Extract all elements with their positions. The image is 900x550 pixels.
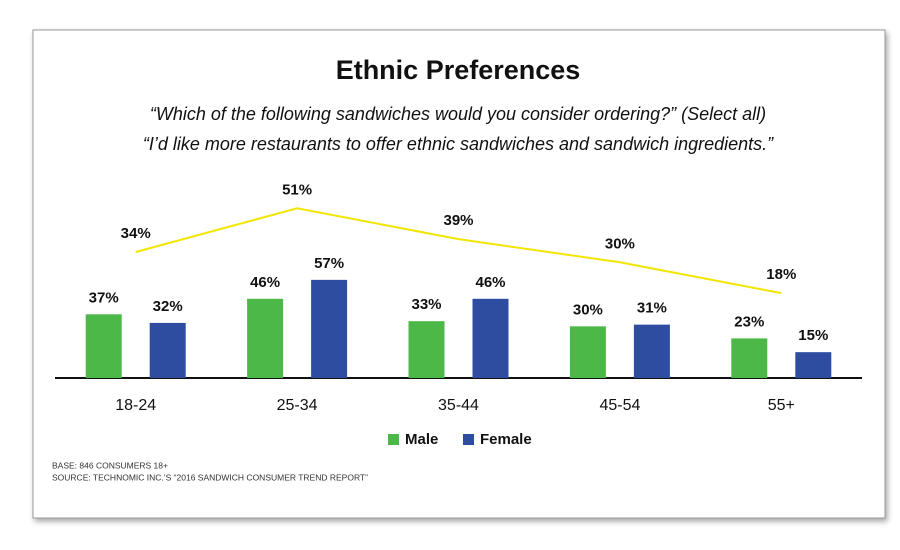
bar <box>731 338 768 378</box>
bar <box>85 314 122 378</box>
subtitle: “Which of the following sandwiches would… <box>150 104 766 124</box>
note: BASE: 846 CONSUMERS 18+ <box>52 460 168 470</box>
value-label: 32% <box>153 298 183 315</box>
x-tick-label: 18-24 <box>115 397 156 414</box>
value-label: 37% <box>89 289 119 306</box>
value-label: 57% <box>314 255 344 272</box>
chart-title: Ethnic Preferences <box>336 55 581 85</box>
card <box>32 29 886 519</box>
legend-swatch <box>388 434 399 445</box>
bar <box>472 298 509 378</box>
x-tick-label: 25-34 <box>277 397 318 414</box>
value-label: 46% <box>250 274 280 291</box>
value-label: 31% <box>637 300 667 317</box>
value-label: 46% <box>475 274 505 291</box>
bar <box>569 326 606 378</box>
legend-swatch <box>463 434 474 445</box>
bar <box>149 322 186 378</box>
subtitle: “I’d like more restaurants to offer ethn… <box>143 134 774 154</box>
value-label: 23% <box>734 313 764 330</box>
x-tick-label: 35-44 <box>438 397 479 414</box>
bar <box>408 321 445 378</box>
line <box>135 207 782 295</box>
bar <box>247 298 284 378</box>
bar <box>795 352 832 378</box>
value-label: 34% <box>121 225 151 242</box>
value-label: 18% <box>766 266 796 283</box>
legend-label: Female <box>480 431 532 448</box>
x-tick-label: 55+ <box>768 397 795 414</box>
legend-label: Male <box>405 431 438 448</box>
x-tick-label: 45-54 <box>599 397 640 414</box>
value-label: 51% <box>282 181 312 198</box>
value-label: 15% <box>798 327 828 344</box>
bar <box>311 279 348 378</box>
value-label: 30% <box>605 235 635 252</box>
value-label: 39% <box>443 212 473 229</box>
note: SOURCE: TECHNOMIC INC.’S “2016 SANDWICH … <box>52 472 368 482</box>
value-label: 33% <box>411 296 441 313</box>
value-label: 30% <box>573 301 603 318</box>
bar <box>633 324 670 378</box>
